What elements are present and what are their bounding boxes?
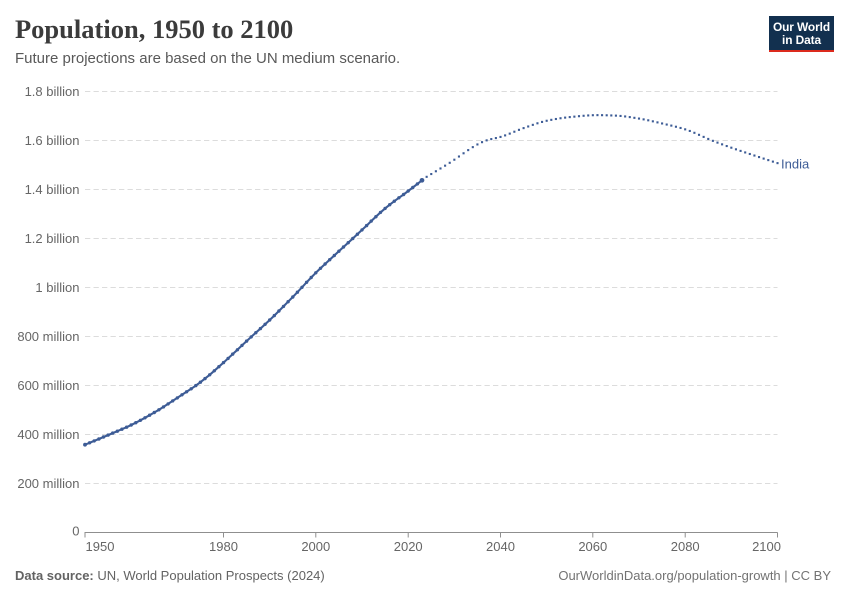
svg-text:0: 0 <box>72 524 79 539</box>
svg-text:2080: 2080 <box>671 539 700 554</box>
svg-text:1950: 1950 <box>86 539 115 554</box>
svg-text:2100: 2100 <box>752 539 781 554</box>
svg-text:2060: 2060 <box>578 539 607 554</box>
svg-text:1980: 1980 <box>209 539 238 554</box>
svg-text:800 million: 800 million <box>17 329 79 344</box>
svg-text:2020: 2020 <box>394 539 423 554</box>
svg-text:2040: 2040 <box>486 539 515 554</box>
svg-text:1.4 billion: 1.4 billion <box>25 182 80 197</box>
svg-text:India: India <box>781 157 810 172</box>
svg-text:200 million: 200 million <box>17 476 79 491</box>
svg-text:1.6 billion: 1.6 billion <box>25 133 80 148</box>
svg-text:1 billion: 1 billion <box>35 280 79 295</box>
svg-text:2000: 2000 <box>301 539 330 554</box>
svg-text:1.8 billion: 1.8 billion <box>25 84 80 99</box>
svg-text:400 million: 400 million <box>17 427 79 442</box>
svg-text:600 million: 600 million <box>17 378 79 393</box>
svg-text:1.2 billion: 1.2 billion <box>25 231 80 246</box>
